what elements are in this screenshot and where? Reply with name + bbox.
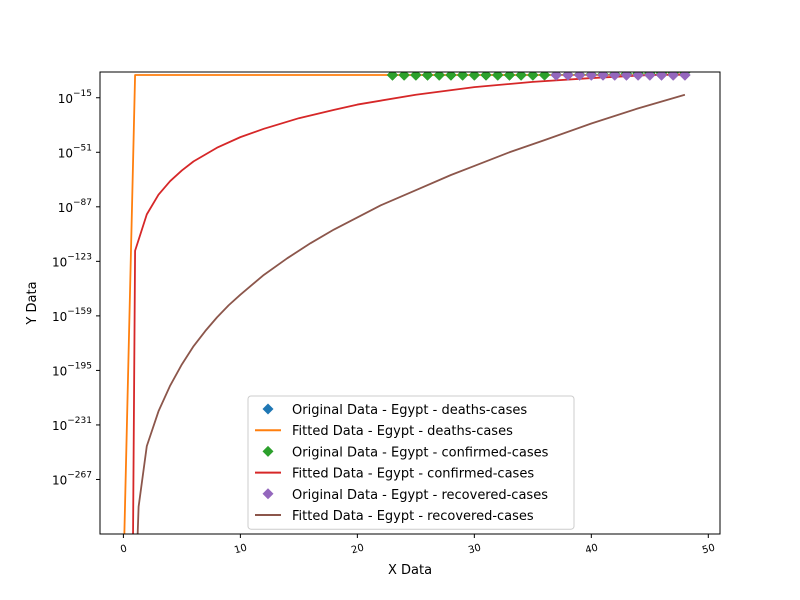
data-point-original-data-egypt-recovered-cases: [597, 72, 609, 81]
legend-swatch-original-data-egypt-confirmed-cases: [262, 445, 274, 457]
legend-swatch-original-data-egypt-recovered-cases: [262, 488, 274, 500]
y-tick-label: 10−123: [52, 252, 92, 269]
y-tick-label: 10−195: [52, 361, 92, 378]
y-tick-label: 10−87: [58, 198, 92, 215]
x-tick-label: 10: [233, 542, 248, 556]
data-point-original-data-egypt-confirmed-cases: [515, 72, 527, 81]
legend-label-fitted-data-egypt-confirmed-cases: Fitted Data - Egypt - confirmed-cases: [292, 467, 534, 482]
legend-label-original-data-egypt-deaths-cases: Original Data - Egypt - deaths-cases: [292, 403, 527, 418]
series-layer: [123, 72, 691, 534]
data-point-original-data-egypt-recovered-cases: [573, 72, 586, 81]
data-point-original-data-egypt-confirmed-cases: [538, 72, 551, 81]
data-point-original-data-egypt-recovered-cases: [620, 72, 633, 81]
x-tick-label: 40: [584, 542, 599, 556]
data-point-original-data-egypt-recovered-cases: [608, 72, 621, 81]
legend-label-original-data-egypt-confirmed-cases: Original Data - Egypt - confirmed-cases: [292, 445, 549, 460]
legend-label-fitted-data-egypt-deaths-cases: Fitted Data - Egypt - deaths-cases: [292, 424, 513, 439]
x-axis-label: X Data: [388, 563, 432, 578]
data-point-original-data-egypt-confirmed-cases: [491, 72, 504, 81]
data-point-original-data-egypt-confirmed-cases: [503, 72, 516, 81]
x-tick-label: 50: [701, 542, 716, 556]
x-tick-label: 30: [467, 542, 482, 556]
series-line-fitted-data-egypt-confirmed-cases: [132, 73, 685, 534]
data-point-original-data-egypt-confirmed-cases: [526, 72, 539, 81]
data-point-original-data-egypt-confirmed-cases: [398, 72, 411, 81]
y-tick-label: 10−51: [58, 143, 92, 160]
data-point-original-data-egypt-confirmed-cases: [409, 72, 422, 81]
data-point-original-data-egypt-recovered-cases: [679, 72, 691, 81]
legend-swatch-original-data-egypt-deaths-cases: [262, 403, 274, 415]
data-point-original-data-egypt-confirmed-cases: [480, 72, 492, 81]
data-point-original-data-egypt-confirmed-cases: [468, 72, 481, 81]
plot-frame: [99, 71, 721, 535]
x-tick-label: 0: [119, 543, 128, 555]
legend: Original Data - Egypt - deaths-cases Fitt…: [247, 395, 575, 530]
data-point-original-data-egypt-recovered-cases: [655, 72, 668, 81]
y-tick-label: 10−159: [52, 307, 92, 324]
data-point-original-data-egypt-recovered-cases: [562, 72, 574, 81]
data-point-original-data-egypt-confirmed-cases: [445, 72, 457, 81]
legend-label-original-data-egypt-recovered-cases: Original Data - Egypt - recovered-cases: [292, 488, 548, 503]
data-point-original-data-egypt-confirmed-cases: [456, 72, 469, 81]
data-point-original-data-egypt-recovered-cases: [667, 72, 680, 81]
data-point-original-data-egypt-recovered-cases: [632, 72, 644, 81]
data-point-original-data-egypt-recovered-cases: [585, 72, 598, 81]
y-tick-label: 10−267: [52, 470, 92, 487]
y-tick-label: 10−231: [52, 416, 92, 433]
data-point-original-data-egypt-confirmed-cases: [433, 72, 446, 81]
series-line-fitted-data-egypt-recovered-cases: [136, 93, 686, 534]
data-point-original-data-egypt-confirmed-cases: [421, 72, 434, 81]
data-point-original-data-egypt-recovered-cases: [643, 72, 656, 81]
x-tick-label: 20: [350, 542, 365, 556]
y-axis: 10−15 10−51 10−87 10−123 10−159 10−195 10−231 1…: [52, 89, 100, 487]
x-axis: 0 10 20 30 40 50: [119, 534, 716, 556]
legend-box: [247, 395, 575, 530]
legend-label-fitted-data-egypt-recovered-cases: Fitted Data - Egypt - recovered-cases: [292, 509, 534, 524]
data-point-original-data-egypt-confirmed-cases: [386, 72, 399, 81]
y-axis-label: Y Data: [25, 281, 40, 325]
y-tick-label: 10−15: [58, 89, 92, 106]
data-point-original-data-egypt-recovered-cases: [550, 72, 563, 81]
